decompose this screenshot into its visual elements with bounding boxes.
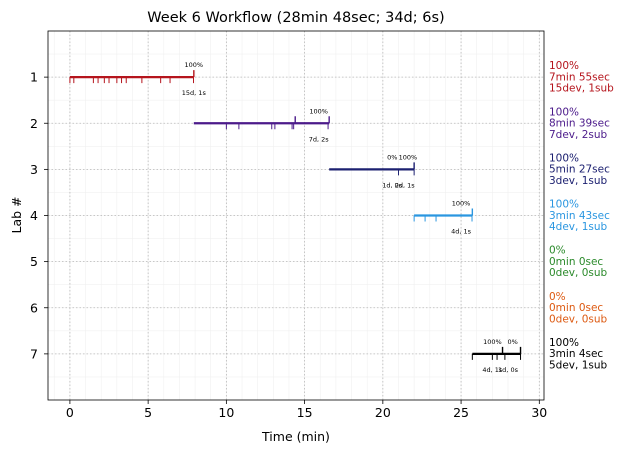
lab-7-summary-line: 5dev, 1sub [549, 359, 608, 371]
lab-5-summary-line: 0% [549, 245, 566, 257]
y-tick-label: 3 [30, 162, 38, 177]
x-tick-label: 25 [453, 405, 469, 420]
ticks-layer: 0 5 10 15 20 25 30 1 2 3 4 5 6 7 [30, 70, 547, 420]
y-tick-label: 6 [30, 300, 38, 315]
lab-5-summary-line: 0min 0sec [549, 256, 603, 268]
x-tick-label: 5 [144, 405, 152, 420]
y-tick-label: 7 [30, 346, 38, 361]
lab-1-summary-line: 15dev, 1sub [549, 83, 614, 95]
y-tick-label: 1 [30, 70, 38, 85]
lab-2-summary-line: 8min 39sec [549, 118, 610, 130]
lab-4-annotation: 4d, 1s [451, 228, 472, 236]
lab-3-summary-line: 3dev, 1sub [549, 175, 608, 187]
lab-1-annotation: 15d, 1s [182, 89, 207, 97]
lab-3-annotation: 2d, 1s [395, 181, 416, 189]
y-axis-label: Lab # [9, 196, 24, 233]
lab-4-summary-line: 100% [549, 199, 579, 211]
lab-7-annotation: 1d, 0s [498, 366, 519, 374]
lab-7-summary-line: 100% [549, 337, 579, 349]
x-axis-label: Time (min) [261, 429, 330, 444]
lab-7-annotation: 0% [508, 338, 518, 346]
lab-5-summary-line: 0dev, 0sub [549, 267, 608, 279]
lab-3-annotation: 1d, 0s [382, 181, 403, 189]
chart-title: Week 6 Workflow (28min 48sec; 34d; 6s) [147, 10, 444, 26]
x-tick-label: 15 [297, 405, 313, 420]
lab-3-annotation: 0% [387, 153, 397, 161]
lab-6-summary-line: 0min 0sec [549, 302, 603, 314]
lab-4-summary-line: 4dev, 1sub [549, 221, 608, 233]
y-tick-label: 4 [30, 208, 38, 223]
x-tick-label: 30 [531, 405, 547, 420]
lab-2-summary-line: 100% [549, 106, 579, 118]
lab-7-summary-line: 3min 4sec [549, 348, 603, 360]
lab-7-annotation: 100% [483, 338, 502, 346]
y-tick-label: 2 [30, 116, 38, 131]
lab-2-annotation: 7d, 2s [309, 135, 330, 143]
x-tick-label: 0 [66, 405, 74, 420]
lab-1-annotation: 100% [185, 61, 204, 69]
lab-3-summary-line: 5min 27sec [549, 164, 610, 176]
x-tick-label: 20 [375, 405, 391, 420]
lab-3-annotation: 100% [399, 153, 418, 161]
x-tick-label: 10 [218, 405, 234, 420]
lab-6-summary-line: 0% [549, 291, 566, 303]
lab-2-annotation: 100% [309, 107, 328, 115]
lab-4-summary-line: 3min 43sec [549, 210, 610, 222]
y-tick-label: 5 [30, 254, 38, 269]
lab-4-annotation: 100% [452, 200, 471, 208]
lab-3-summary-line: 100% [549, 152, 579, 164]
lab-6-summary-line: 0dev, 0sub [549, 313, 608, 325]
lab-1-summary-line: 100% [549, 60, 579, 72]
lab-1-summary-line: 7min 55sec [549, 71, 610, 83]
lab-2-summary-line: 7dev, 2sub [549, 129, 608, 141]
lab-7-annotation: 4d, 1s [482, 366, 503, 374]
